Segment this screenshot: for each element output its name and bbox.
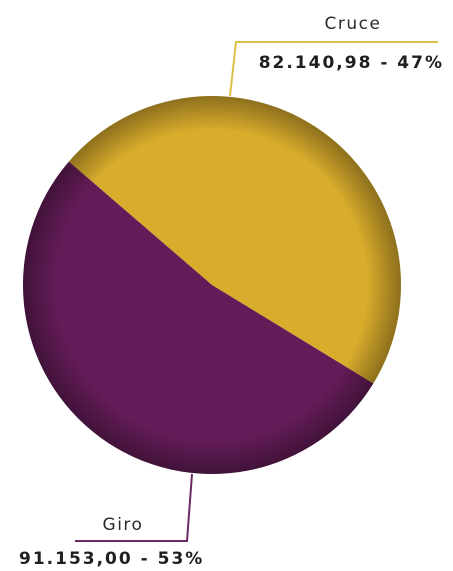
leader-line-giro <box>75 473 193 542</box>
slice-label-cruce: Cruce <box>325 14 382 34</box>
slice-label-giro: Giro <box>103 515 144 535</box>
slice-value-cruce: 82.140,98 - 47% <box>259 53 444 73</box>
slice-value-giro: 91.153,00 - 53% <box>19 549 204 569</box>
leader-line-cruce <box>229 41 438 97</box>
pie-slices <box>22 96 401 475</box>
